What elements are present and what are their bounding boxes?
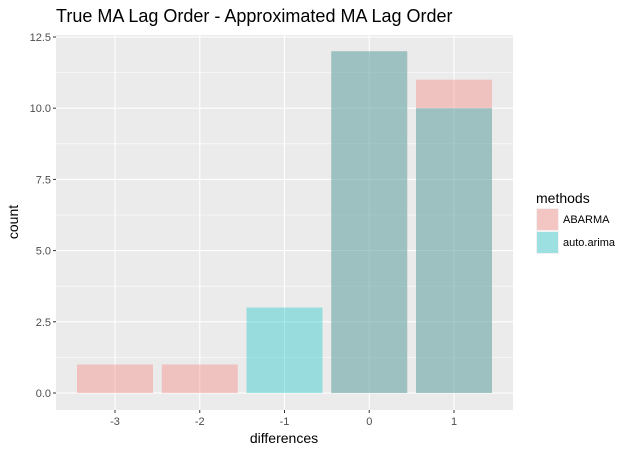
bar-auto-arima xyxy=(416,108,492,393)
x-axis: -3 -2 -1 0 1 xyxy=(110,410,457,428)
legend-title: methods xyxy=(536,190,590,206)
legend-key xyxy=(537,209,558,230)
y-tick-label: 5.0 xyxy=(36,246,51,258)
bar-abarma xyxy=(161,364,238,393)
chart-title: True MA Lag Order - Approximated MA Lag … xyxy=(56,6,453,26)
x-tick-label: -1 xyxy=(280,416,290,428)
y-tick-label: 0.0 xyxy=(36,388,51,400)
legend-label: ABARMA xyxy=(563,214,610,226)
bar-abarma xyxy=(331,51,408,394)
legend-key-bg xyxy=(536,231,559,254)
major-gridlines xyxy=(56,35,513,410)
y-tick-label: 10.0 xyxy=(30,103,51,115)
bar-auto-arima xyxy=(331,51,408,394)
bars xyxy=(77,51,492,394)
legend-key-bg xyxy=(536,208,559,231)
y-axis: 0.0 2.5 5.0 7.5 10.0 12.5 xyxy=(30,32,56,400)
legend-label: auto.arima xyxy=(563,237,616,249)
x-tick-label: -3 xyxy=(110,416,120,428)
y-tick-label: 2.5 xyxy=(36,317,51,329)
legend: methods ABARMA auto.arima xyxy=(536,190,616,254)
y-axis-title: count xyxy=(5,205,21,239)
bar-abarma xyxy=(416,79,492,393)
x-tick-label: 1 xyxy=(451,416,457,428)
legend-key xyxy=(537,232,558,253)
y-tick-label: 7.5 xyxy=(36,174,51,186)
y-tick-label: 12.5 xyxy=(30,32,51,44)
bar-abarma xyxy=(77,364,153,393)
bar-auto-arima xyxy=(246,307,323,393)
x-tick-label: -2 xyxy=(195,416,205,428)
x-tick-label: 0 xyxy=(366,416,372,428)
x-axis-title: differences xyxy=(250,430,318,446)
